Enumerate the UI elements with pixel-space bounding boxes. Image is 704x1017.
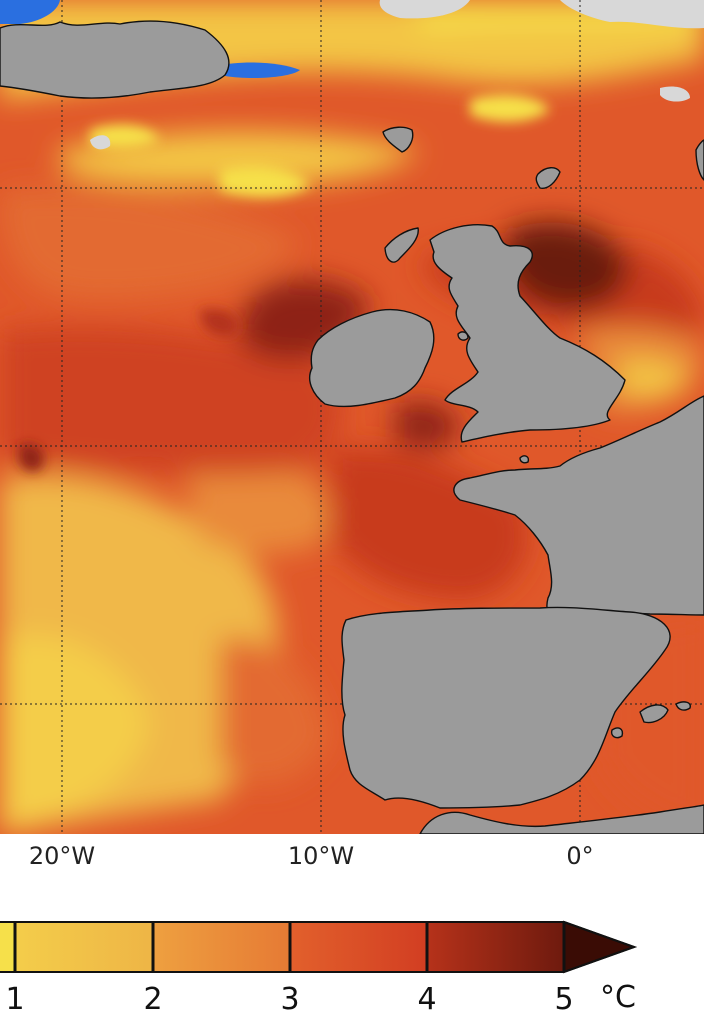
sea-ice-area [0, 0, 704, 150]
colorbar-segment-3-4 [290, 922, 427, 972]
balearic-islands [639, 704, 669, 724]
scandinavia [695, 139, 704, 181]
sst-anomaly-map [0, 0, 704, 834]
colorbar-tick-1: 1 [5, 982, 25, 1017]
colorbar-segment-4-5 [427, 922, 564, 972]
ireland [308, 308, 435, 408]
channel-islands [519, 455, 530, 464]
colorbar-tick-4: 4 [417, 982, 437, 1017]
shetland-islands [535, 167, 561, 189]
longitude-label-0: 0° [566, 842, 594, 870]
isle-of-man [457, 331, 469, 341]
anomaly-texture [18, 94, 550, 472]
colorbar-extend-arrow [563, 920, 637, 974]
faroe-islands [382, 126, 414, 153]
map-canvas [0, 0, 704, 834]
colorbar-outline [0, 921, 637, 973]
colorbar-segment-0-1 [0, 922, 15, 972]
hebrides [384, 227, 419, 263]
longitude-label-10w: 10°W [287, 842, 355, 870]
colorbar-unit-label: °C [600, 980, 636, 1015]
balearic-islands-small [610, 727, 624, 739]
colorbar [0, 920, 637, 974]
colorbar-tick-2: 2 [143, 982, 163, 1017]
colorbar-tick-3: 3 [280, 982, 300, 1017]
iceland [0, 20, 230, 99]
longitude-label-20w: 20°W [28, 842, 96, 870]
colorbar-tick-5: 5 [554, 982, 574, 1017]
north-africa [419, 804, 704, 834]
colorbar-segment-1-2 [15, 922, 153, 972]
great-britain [429, 224, 626, 443]
iberian-peninsula [341, 606, 671, 809]
colorbar-dividers [13, 922, 566, 972]
balearic-islands-east [675, 701, 691, 711]
landmasses [0, 20, 704, 834]
colorbar-segment-2-3 [153, 922, 290, 972]
